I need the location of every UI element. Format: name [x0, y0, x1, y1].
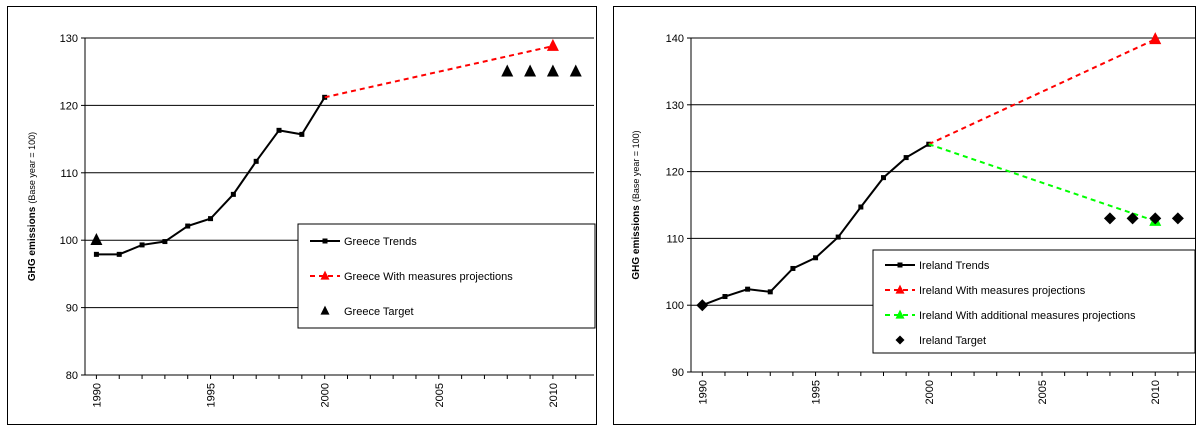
data-point [903, 155, 909, 161]
legend-label: Greece Trends [344, 236, 417, 248]
y-axis-title-sub: (Base year = 100) [631, 130, 641, 202]
data-point [858, 204, 864, 210]
x-tick-label: 2010 [1150, 380, 1162, 404]
x-tick-label: 2000 [320, 383, 332, 407]
legend-entry: Ireland Target [895, 335, 986, 347]
legend-entry: Greece With measures projections [310, 270, 513, 283]
y-tick-label: 120 [60, 100, 78, 112]
legend-label: Ireland Trends [919, 260, 990, 272]
data-point [524, 64, 537, 77]
data-point [116, 251, 122, 257]
legend-label: Ireland With measures projections [919, 285, 1086, 297]
series-3 [696, 212, 1184, 312]
y-tick-label: 80 [66, 370, 78, 382]
data-point [139, 242, 145, 248]
series-1 [324, 38, 559, 99]
data-point [722, 294, 728, 300]
y-tick-label: 90 [66, 303, 78, 315]
data-point [162, 239, 168, 245]
data-point [569, 64, 582, 77]
data-point [1149, 212, 1162, 225]
y-axis-title: GHG emissions (Base year = 100) [27, 132, 38, 281]
y-tick-label: 90 [672, 367, 684, 379]
legend-label: Ireland With additional measures project… [919, 310, 1136, 322]
legend-marker [895, 284, 905, 294]
legend-marker [895, 309, 905, 319]
y-axis-title-main: GHG emissions [631, 205, 642, 280]
legend-entry: Ireland Trends [885, 260, 990, 272]
data-point [276, 127, 282, 133]
legend-marker [895, 335, 905, 345]
data-point [230, 191, 236, 197]
chart-panel-greece: 80 90 100 110 120 130 1990 1995 2000 2005 2010 GHG … [7, 6, 597, 425]
x-tick-label: 1995 [206, 383, 218, 407]
legend-entry: Greece Target [320, 305, 414, 318]
legend-entry: Ireland With measures projections [885, 284, 1086, 297]
legend-marker [897, 262, 903, 268]
chart-panel-ireland: 90 100 110 120 130 140 1990 1995 2000 2005 2010 GHG… [613, 6, 1196, 425]
data-point [813, 255, 819, 261]
legend: Ireland Trends Ireland With measures proj… [872, 249, 1195, 354]
y-tick-label: 100 [666, 300, 684, 312]
legend-label: Ireland Target [919, 335, 986, 347]
data-point [880, 175, 886, 181]
series-line [928, 38, 1156, 146]
legend-marker [322, 238, 328, 244]
series-line [96, 96, 326, 256]
legend-label: Greece Target [344, 306, 414, 318]
x-tick-label: 2005 [1037, 380, 1049, 404]
y-axis-title: GHG emissions (Base year = 100) [631, 130, 642, 279]
legend-label: Greece With measures projections [344, 271, 513, 283]
y-axis-title-main: GHG emissions [27, 206, 38, 281]
series-line [928, 143, 1156, 222]
data-point [835, 234, 841, 240]
data-point [767, 289, 773, 295]
series-1 [928, 32, 1162, 146]
x-tick-label: 2005 [434, 383, 446, 407]
x-tick-label: 1990 [91, 383, 103, 407]
y-tick-label: 120 [666, 167, 684, 179]
data-point [501, 64, 514, 77]
data-point [1103, 212, 1116, 225]
legend-box [297, 223, 596, 329]
x-tick-label: 2010 [548, 383, 560, 407]
legend-marker [320, 270, 330, 280]
y-tick-label: 110 [60, 168, 78, 180]
y-tick-label: 130 [60, 33, 78, 45]
legend-marker [320, 305, 330, 315]
y-tick-label: 130 [666, 100, 684, 112]
x-tick-label: 2000 [924, 380, 936, 404]
data-point [790, 265, 796, 271]
data-point [1171, 212, 1184, 225]
data-point [745, 286, 751, 292]
data-point [546, 38, 559, 51]
y-tick-label: 140 [666, 33, 684, 45]
data-point [185, 223, 191, 229]
data-point [93, 251, 99, 257]
legend-entry: Greece Trends [310, 236, 417, 248]
data-point [90, 233, 103, 245]
series-2 [90, 64, 582, 245]
data-point [546, 64, 559, 77]
x-tick-label: 1995 [811, 380, 823, 404]
series-line [324, 45, 554, 99]
series-0 [93, 94, 328, 257]
data-point [696, 299, 709, 312]
series-2 [928, 143, 1162, 226]
legend: Greece Trends Greece With measures projec… [297, 223, 596, 329]
data-point [299, 131, 305, 137]
data-point [1149, 32, 1162, 45]
x-tick-label: 1990 [697, 380, 709, 404]
data-point [208, 216, 214, 222]
y-axis-title-sub: (Base year = 100) [27, 132, 37, 204]
y-tick-label: 110 [666, 233, 684, 245]
y-tick-label: 100 [60, 235, 78, 247]
data-point [253, 158, 259, 164]
chart-svg-ireland: 90 100 110 120 130 140 1990 1995 2000 2005 2010 GHG… [631, 32, 1195, 404]
legend-entry: Ireland With additional measures project… [885, 309, 1136, 322]
chart-svg-greece: 80 90 100 110 120 130 1990 1995 2000 2005 2010 GHG … [27, 33, 596, 407]
legend-box [872, 249, 1195, 354]
data-point [1126, 212, 1139, 225]
